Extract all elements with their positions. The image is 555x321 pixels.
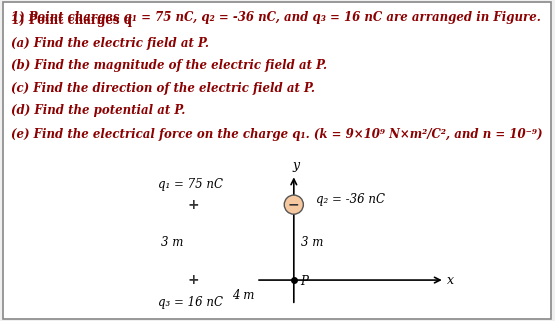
Circle shape xyxy=(284,195,304,214)
Text: x: x xyxy=(447,273,454,287)
Text: (d) Find the potential at P.: (d) Find the potential at P. xyxy=(11,104,185,117)
Text: y: y xyxy=(292,159,300,172)
Text: +: + xyxy=(188,273,199,287)
Text: 1) Point charges q: 1) Point charges q xyxy=(11,14,132,27)
Text: 1) Point charges q₁ = 75 nC, q₂ = -36 nC, and q₃ = 16 nC are arranged in Figure.: 1) Point charges q₁ = 75 nC, q₂ = -36 nC… xyxy=(11,11,541,24)
Text: P: P xyxy=(300,275,308,288)
Text: +: + xyxy=(188,198,199,212)
Text: (a) Find the electric field at P.: (a) Find the electric field at P. xyxy=(11,37,209,50)
Text: 4 m: 4 m xyxy=(233,289,255,302)
Text: (c) Find the direction of the electric field at P.: (c) Find the direction of the electric f… xyxy=(11,82,315,95)
Text: 3 m: 3 m xyxy=(161,236,183,249)
Text: (b) Find the magnitude of the electric field at P.: (b) Find the magnitude of the electric f… xyxy=(11,59,327,72)
Text: (e) Find the electrical force on the charge q₁. (k = 9×10⁹ N×m²/C², and n = 10⁻⁹: (e) Find the electrical force on the cha… xyxy=(11,128,543,141)
Text: −: − xyxy=(288,198,300,212)
Circle shape xyxy=(184,271,203,290)
Circle shape xyxy=(184,195,203,214)
Text: q₁ = 75 nC: q₁ = 75 nC xyxy=(158,178,223,191)
Text: q₂ = -36 nC: q₂ = -36 nC xyxy=(316,193,385,206)
Text: 3 m: 3 m xyxy=(301,236,324,249)
FancyBboxPatch shape xyxy=(3,2,551,319)
Text: q₃ = 16 nC: q₃ = 16 nC xyxy=(158,296,223,309)
